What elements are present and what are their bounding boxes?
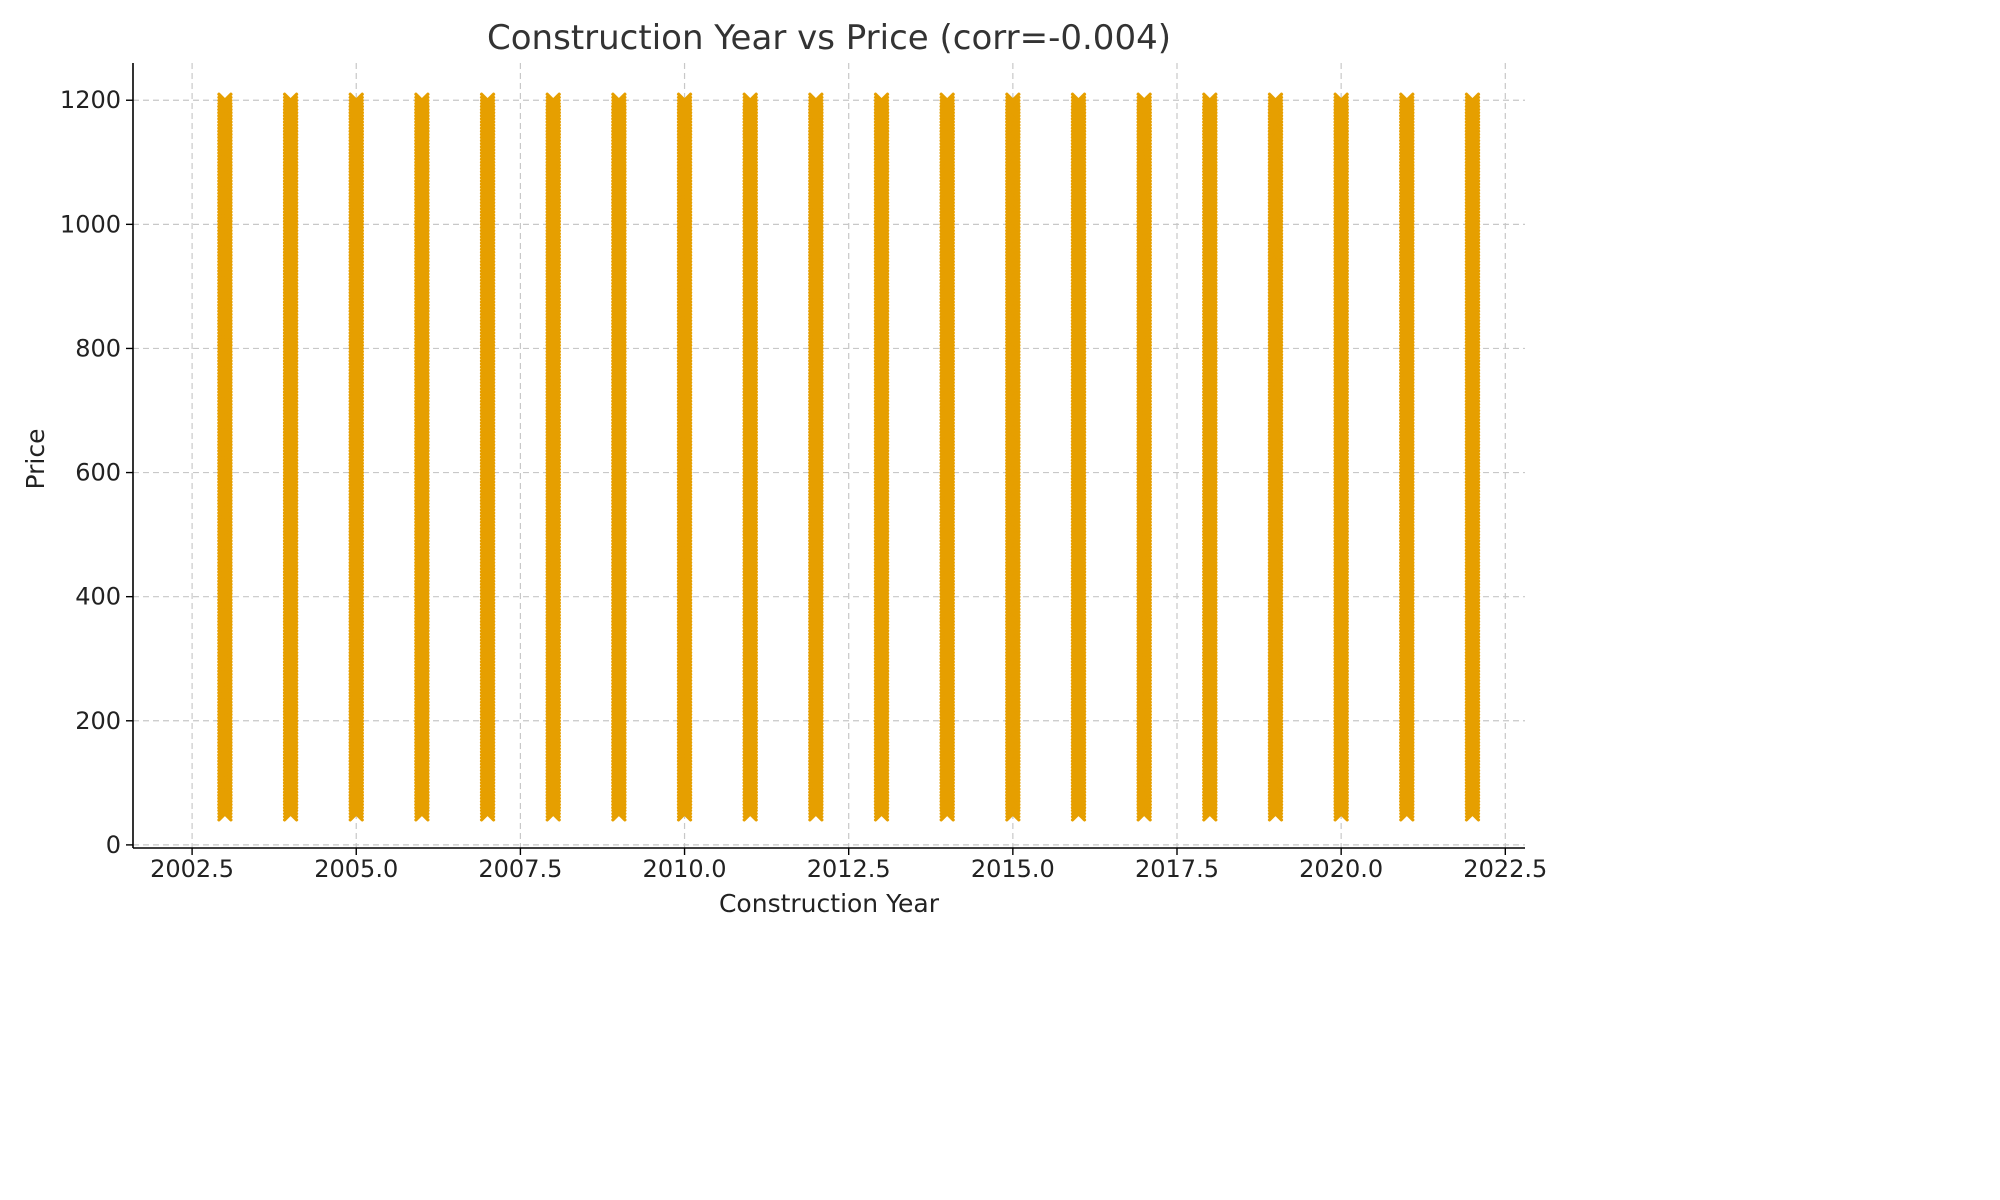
chart-container: Construction Year vs Price (corr=-0.004)… bbox=[21, 18, 1547, 918]
scatter-point bbox=[414, 95, 430, 111]
point-column bbox=[873, 92, 890, 822]
y-tick-label: 0 bbox=[106, 831, 121, 859]
point-column bbox=[217, 92, 233, 822]
scatter-point bbox=[808, 95, 824, 111]
scatter-point bbox=[1070, 92, 1087, 108]
grid-layer bbox=[133, 63, 1525, 848]
y-tick-label: 1200 bbox=[60, 86, 121, 114]
point-column bbox=[611, 92, 627, 822]
scatter-point bbox=[808, 92, 824, 108]
y-tick-label: 200 bbox=[75, 707, 121, 735]
scatter-point bbox=[611, 92, 627, 108]
scatter-point bbox=[1136, 92, 1152, 108]
point-column bbox=[1136, 92, 1152, 822]
scatter-point bbox=[545, 95, 561, 111]
ticks-layer: 2002.5 2005.0 2007.5 2010.0 2012.5 2015.0 2017… bbox=[60, 86, 1547, 883]
point-column bbox=[1399, 92, 1415, 822]
point-column bbox=[1005, 92, 1021, 822]
scatter-point bbox=[414, 92, 430, 108]
x-tick-label: 2015.0 bbox=[971, 855, 1055, 883]
scatter-point bbox=[1464, 95, 1481, 111]
scatter-point bbox=[676, 92, 693, 108]
x-tick-label: 2005.0 bbox=[314, 855, 398, 883]
scatter-point bbox=[217, 92, 233, 108]
scatter-point bbox=[676, 95, 693, 111]
y-tick-label: 1000 bbox=[60, 210, 121, 238]
x-tick-label: 2017.5 bbox=[1135, 855, 1219, 883]
point-column bbox=[808, 92, 824, 822]
scatter-point bbox=[1070, 95, 1087, 111]
axes-layer bbox=[132, 63, 1525, 849]
scatter-point bbox=[479, 95, 496, 111]
scatter-point bbox=[348, 92, 364, 108]
point-column bbox=[414, 92, 430, 822]
scatter-point bbox=[1464, 92, 1481, 108]
scatter-point bbox=[939, 92, 955, 108]
y-tick-label: 400 bbox=[75, 583, 121, 611]
scatter-point bbox=[282, 95, 299, 111]
point-column bbox=[348, 92, 364, 822]
scatter-point bbox=[348, 95, 364, 111]
scatter-point bbox=[1267, 92, 1284, 108]
scatter-point bbox=[545, 92, 561, 108]
point-column bbox=[1464, 92, 1481, 822]
scatter-point bbox=[1399, 92, 1415, 108]
scatter-point bbox=[873, 92, 890, 108]
y-tick-label: 800 bbox=[75, 334, 121, 362]
point-column bbox=[1070, 92, 1087, 822]
x-tick-label: 2020.0 bbox=[1299, 855, 1383, 883]
points-layer bbox=[217, 92, 1481, 822]
x-axis-title: Construction Year bbox=[719, 889, 940, 918]
scatter-point bbox=[1136, 95, 1152, 111]
point-column bbox=[676, 92, 693, 822]
scatter-point bbox=[1202, 92, 1218, 108]
scatter-point bbox=[873, 95, 890, 111]
scatter-point bbox=[742, 95, 758, 111]
point-column bbox=[1333, 92, 1349, 822]
scatter-point bbox=[1399, 95, 1415, 111]
point-column bbox=[742, 92, 758, 822]
point-column bbox=[282, 92, 299, 822]
y-tick-label: 600 bbox=[75, 459, 121, 487]
x-tick-label: 2010.0 bbox=[643, 855, 727, 883]
y-axis-title: Price bbox=[21, 429, 50, 490]
x-tick-label: 2007.5 bbox=[478, 855, 562, 883]
x-tick-label: 2002.5 bbox=[150, 855, 234, 883]
scatter-point bbox=[282, 92, 299, 108]
point-column bbox=[545, 92, 561, 822]
scatter-point bbox=[1202, 95, 1218, 111]
chart-title: Construction Year vs Price (corr=-0.004) bbox=[487, 18, 1171, 58]
scatter-point bbox=[1267, 95, 1284, 111]
scatter-point bbox=[217, 95, 233, 111]
scatter-point bbox=[1333, 92, 1349, 108]
scatter-chart: Construction Year vs Price (corr=-0.004)… bbox=[21, 18, 1547, 918]
x-tick-label: 2012.5 bbox=[807, 855, 891, 883]
point-column bbox=[1267, 92, 1284, 822]
point-column bbox=[1202, 92, 1218, 822]
scatter-point bbox=[939, 95, 955, 111]
scatter-point bbox=[742, 92, 758, 108]
point-column bbox=[479, 92, 496, 822]
scatter-point bbox=[479, 92, 496, 108]
scatter-point bbox=[1005, 92, 1021, 108]
scatter-point bbox=[611, 95, 627, 111]
scatter-point bbox=[1005, 95, 1021, 111]
x-tick-label: 2022.5 bbox=[1463, 855, 1547, 883]
scatter-point bbox=[1333, 95, 1349, 111]
point-column bbox=[939, 92, 955, 822]
